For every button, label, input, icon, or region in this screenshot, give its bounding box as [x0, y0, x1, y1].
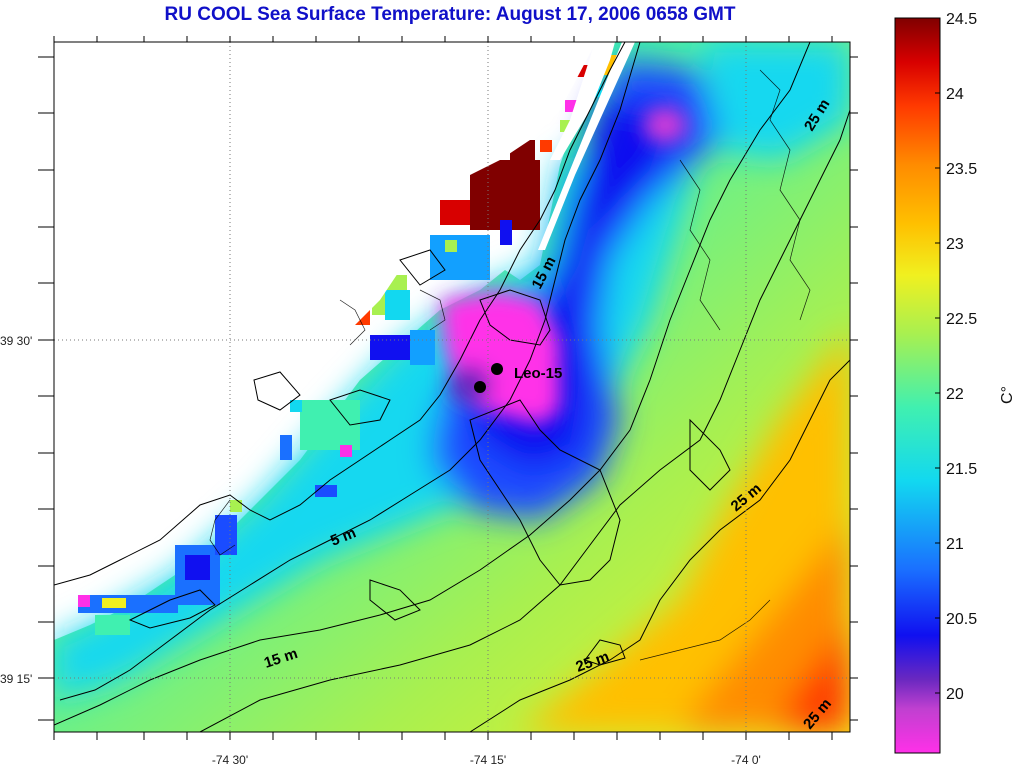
station-marker — [491, 363, 503, 375]
colorbar-tick-label: 20 — [946, 686, 964, 703]
colorbar-tick-label: 20.5 — [946, 611, 977, 628]
colorbar-tick-label: 23.5 — [946, 161, 977, 178]
lat-label: 39 15' — [0, 672, 32, 686]
lon-label: -74 30' — [212, 753, 248, 767]
colorbar-tick-label: 23 — [946, 236, 964, 253]
colorbar-ticks: 24.5 24 23.5 23 22.5 22 21.5 21 20.5 20 — [935, 11, 977, 703]
colorbar-tick-label: 22 — [946, 386, 964, 403]
graticule — [54, 42, 850, 732]
sst-field — [54, 42, 850, 732]
lon-label: -74 15' — [470, 753, 506, 767]
colorbar-tick-label: 24.5 — [946, 11, 977, 28]
colorbar-unit: C° — [999, 386, 1016, 404]
frame-ticks — [38, 36, 858, 740]
colorbar — [894, 17, 941, 754]
lat-label: 39 30' — [0, 334, 32, 348]
station-marker — [474, 381, 486, 393]
colorbar-tick-label: 22.5 — [946, 311, 977, 328]
land-mask — [54, 42, 596, 540]
lon-label: -74 0' — [731, 753, 761, 767]
colorbar-tick-label: 21.5 — [946, 461, 977, 478]
map-title: RU COOL Sea Surface Temperature: August … — [164, 4, 736, 25]
colorbar-tick-label: 21 — [946, 536, 964, 553]
station-label: Leo-15 — [514, 365, 562, 382]
colorbar-tick-label: 24 — [946, 86, 964, 103]
